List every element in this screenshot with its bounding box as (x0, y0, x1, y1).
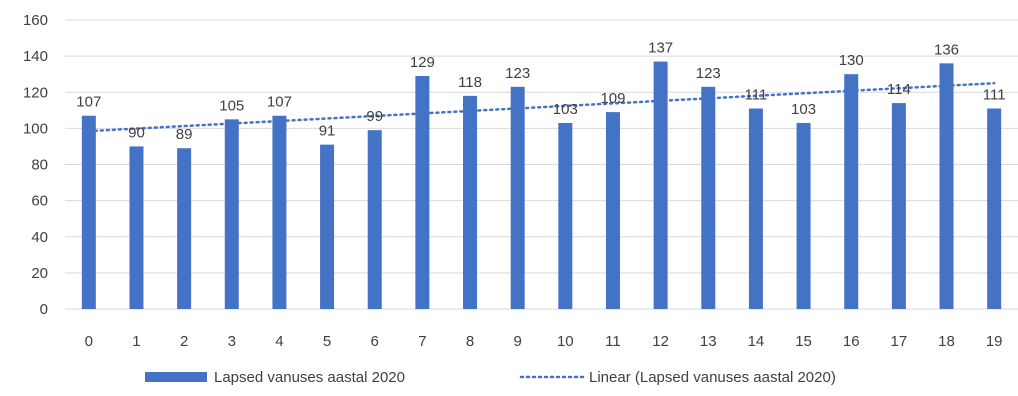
bar (796, 122, 811, 309)
bar (415, 75, 430, 310)
bar (558, 122, 573, 309)
data-label: 109 (600, 90, 625, 107)
data-label: 118 (458, 74, 482, 91)
bar (701, 86, 716, 309)
data-label: 89 (176, 126, 193, 143)
x-tick-label: 5 (323, 333, 331, 350)
legend-bar-swatch (145, 372, 207, 382)
legend-trendline-label: Linear (Lapsed vanuses aastal 2020) (589, 369, 836, 386)
data-label: 136 (934, 41, 959, 58)
data-label: 129 (410, 54, 435, 71)
x-tick-label: 8 (466, 333, 474, 350)
trendline (87, 81, 996, 133)
data-label: 105 (219, 97, 244, 114)
bar (129, 146, 144, 309)
y-axis-ticks: 0 20 40 60 80 100 120 140 160 (23, 12, 48, 318)
x-tick-label: 4 (275, 333, 283, 350)
y-tick-label: 120 (23, 84, 48, 101)
data-label: 103 (791, 101, 816, 118)
y-tick-label: 80 (31, 157, 48, 174)
bar (510, 86, 525, 309)
data-label: 99 (366, 108, 383, 125)
x-tick-label: 14 (748, 333, 765, 350)
x-axis-ticks: 0 1 2 3 4 5 6 7 8 9 10 11 12 13 14 15 16 17 18 19 (85, 333, 1003, 350)
x-tick-label: 6 (371, 333, 379, 350)
gridlines (65, 19, 1018, 310)
x-tick-label: 19 (986, 333, 1003, 350)
bar (320, 144, 335, 309)
bar (891, 103, 906, 310)
bar (81, 115, 96, 309)
x-tick-label: 0 (85, 333, 93, 350)
x-tick-label: 16 (843, 333, 860, 350)
data-label: 107 (76, 94, 101, 111)
bar (272, 115, 287, 309)
bar (748, 108, 763, 309)
bar (987, 108, 1002, 309)
x-tick-label: 17 (891, 333, 908, 350)
x-tick-label: 13 (700, 333, 717, 350)
data-label: 123 (696, 65, 721, 82)
y-tick-label: 40 (31, 229, 48, 246)
y-tick-label: 160 (23, 12, 48, 29)
trendline-layer (87, 81, 996, 133)
bar (224, 119, 239, 309)
x-tick-label: 18 (938, 333, 955, 350)
data-label: 123 (505, 65, 530, 82)
x-tick-label: 10 (557, 333, 574, 350)
y-tick-label: 20 (31, 265, 48, 282)
data-label: 103 (553, 101, 578, 118)
y-tick-label: 60 (31, 193, 48, 210)
x-tick-label: 1 (132, 333, 140, 350)
bar (367, 130, 382, 309)
data-label: 107 (267, 94, 292, 111)
y-tick-label: 100 (23, 120, 48, 137)
bar (653, 61, 668, 310)
x-tick-label: 2 (180, 333, 188, 350)
data-label: 91 (319, 123, 336, 140)
data-label: 111 (983, 87, 1006, 104)
x-tick-label: 12 (652, 333, 669, 350)
bar (177, 148, 192, 309)
x-tick-label: 11 (605, 333, 621, 350)
x-tick-label: 3 (228, 333, 236, 350)
x-tick-label: 7 (418, 333, 426, 350)
data-label: 137 (648, 40, 673, 57)
data-label: 90 (128, 124, 145, 141)
legend: Lapsed vanuses aastal 2020 Linear (Lapse… (145, 369, 836, 386)
y-tick-label: 140 (23, 48, 48, 65)
data-label: 111 (745, 87, 768, 104)
data-label: 130 (839, 52, 864, 69)
y-tick-label: 0 (40, 301, 48, 318)
data-label: 114 (887, 81, 911, 98)
bar (844, 74, 859, 309)
bar (463, 95, 478, 309)
x-tick-label: 9 (514, 333, 522, 350)
bar (605, 112, 620, 310)
legend-bar-label: Lapsed vanuses aastal 2020 (214, 369, 405, 386)
data-labels: 107 90 89 105 107 91 99 129 118 123 103 109 137 123 11… (76, 40, 1005, 144)
bar (939, 63, 954, 309)
x-tick-label: 15 (795, 333, 812, 350)
bars (81, 61, 1002, 310)
